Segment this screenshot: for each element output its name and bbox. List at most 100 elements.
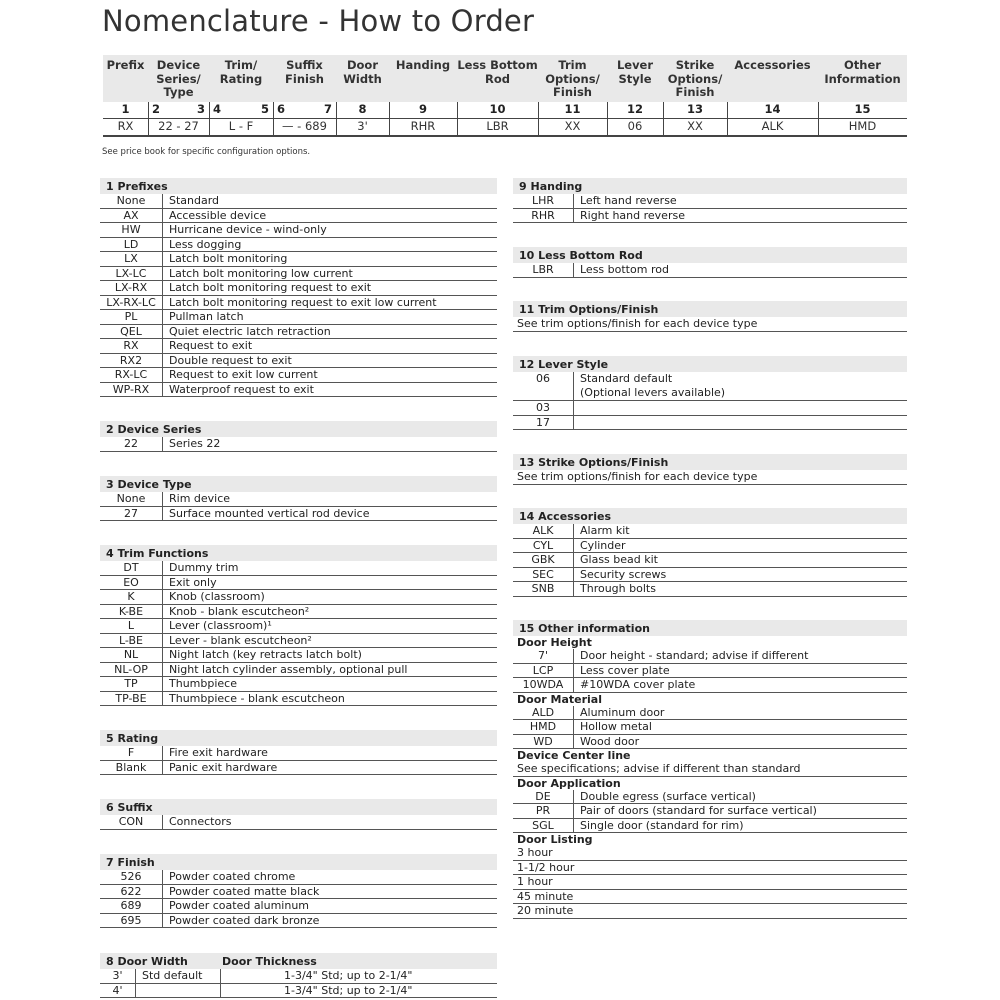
subheading: Door Height <box>517 636 592 649</box>
order-number-8: 8 <box>358 102 367 116</box>
row-code: 03 <box>513 401 574 415</box>
table-row: K-BE Knob - blank escutcheon² <box>100 604 497 619</box>
table-row: 695 Powder coated dark bronze <box>100 913 497 928</box>
order-number-5: 5 <box>260 102 269 116</box>
section-10-less-bottom-rod: 10 Less Bottom Rod LBR Less bottom rod <box>513 247 907 278</box>
row-description: Thumbpiece - blank escutcheon <box>169 691 345 705</box>
row-description <box>142 983 221 997</box>
section-title: 6 Suffix <box>100 799 497 815</box>
row-code: K-BE <box>100 604 163 618</box>
row-code: SEC <box>513 567 574 581</box>
row-description: Thumbpiece <box>169 677 237 690</box>
table-row: RX-LC Request to exit low current <box>100 368 497 383</box>
table-row: LX-RX-LC Latch bolt monitoring request to… <box>100 295 497 310</box>
section-title: 5 Rating <box>100 730 497 746</box>
order-number-7: 7 <box>323 102 332 116</box>
table-row: SGL Single door (standard for rim) <box>513 818 907 833</box>
row-description: Double request to exit <box>169 353 292 367</box>
row-code: RX <box>100 339 163 353</box>
row-description: Through bolts <box>580 582 656 595</box>
table-row: SNB Through bolts <box>513 582 907 597</box>
order-header-7: Trim Options/ Finish <box>545 58 600 99</box>
row-description: Powder coated aluminum <box>169 899 310 912</box>
section-title-text: 2 Device Series <box>106 423 202 436</box>
table-row: 4' 1-3/4" Std; up to 2-1/4" <box>100 983 497 998</box>
row-line <box>103 135 907 137</box>
row-code: ALK <box>513 524 574 538</box>
row-description: #10WDA cover plate <box>580 678 696 691</box>
table-row: SEC Security screws <box>513 567 907 582</box>
row-code: QEL <box>100 324 163 338</box>
table-row: 22 Series 22 <box>100 437 497 452</box>
row-code: LX-LC <box>100 266 163 280</box>
table-row: PR Pair of doors (standard for surface ve… <box>513 804 907 819</box>
row-code: L-BE <box>100 633 163 647</box>
row-description: Less cover plate <box>580 663 670 677</box>
order-header-4: Door Width <box>343 58 382 86</box>
section-14-accessories: 14 Accessories ALK Alarm kit CYL Cylinder GBK… <box>513 508 907 597</box>
table-row: LCP Less cover plate <box>513 663 907 678</box>
row-description: Connectors <box>169 815 232 828</box>
row-description: Latch bolt monitoring request to exit <box>169 281 372 294</box>
order-value-9: XX <box>687 119 703 133</box>
row-code: RX-LC <box>100 368 163 382</box>
row-description: Lever (classroom)¹ <box>169 619 272 632</box>
section-title: 8 Door Width Door Thickness <box>100 953 497 969</box>
row-code: WD <box>513 734 574 748</box>
order-number-15: 15 <box>854 102 871 116</box>
table-row: GBK Glass bead kit <box>513 553 907 568</box>
table-row: LX Latch bolt monitoring <box>100 252 497 267</box>
order-value-1: 22 - 27 <box>158 119 199 133</box>
row-code: None <box>100 194 163 208</box>
section-title: 7 Finish <box>100 854 497 870</box>
section-title-text: 3 Device Type <box>106 478 192 491</box>
section-title-text: 10 Less Bottom Rod <box>519 249 643 262</box>
section-title-text: 5 Rating <box>106 732 159 745</box>
table-row: None Rim device <box>100 492 497 507</box>
row-code: 3' <box>100 969 136 983</box>
table-row: None Standard <box>100 194 497 209</box>
table-row: CYL Cylinder <box>513 538 907 553</box>
table-row: 03 <box>513 401 907 416</box>
row-description: Less bottom rod <box>580 263 669 276</box>
row-code: WP-RX <box>100 382 163 396</box>
row-description: Wood door <box>580 734 640 748</box>
list-item: 20 minute <box>513 904 907 919</box>
row-code: HMD <box>513 720 574 734</box>
section-12-lever-style: 12 Lever Style 06 Standard default (Option… <box>513 356 907 430</box>
subheading: Device Center line <box>517 749 631 762</box>
row-line <box>103 118 907 119</box>
table-row: HW Hurricane device - wind-only <box>100 223 497 238</box>
row-code: TP <box>100 677 163 691</box>
row-code: DT <box>100 561 163 575</box>
section-2-device-series: 2 Device Series 22 Series 22 <box>100 421 497 452</box>
row-description: Fire exit hardware <box>169 746 268 759</box>
row-code: L <box>100 619 163 633</box>
section-title: 14 Accessories <box>513 508 907 524</box>
table-row: 10WDA #10WDA cover plate <box>513 678 907 693</box>
row-code: LCP <box>513 663 574 677</box>
row-code: 06 <box>513 372 574 400</box>
row-code: TP-BE <box>100 691 163 705</box>
row-code: ALD <box>513 705 574 719</box>
table-row: AX Accessible device <box>100 208 497 223</box>
section-title: 10 Less Bottom Rod <box>513 247 907 263</box>
subheading: Door Application <box>517 776 621 790</box>
row-description: Dummy trim <box>169 561 239 574</box>
row-description: Rim device <box>169 492 231 505</box>
section-6-suffix: 6 Suffix CON Connectors <box>100 799 497 830</box>
row-code: 17 <box>513 415 574 429</box>
page-title: Nomenclature - How to Order <box>102 4 535 38</box>
row-description: Series 22 <box>169 437 221 450</box>
section-title: 11 Trim Options/Finish <box>513 301 907 317</box>
section-title-text: 7 Finish <box>106 856 155 869</box>
order-table-header-band <box>103 55 907 102</box>
row-code: RX2 <box>100 353 163 367</box>
row-description: Pair of doors (standard for surface vert… <box>580 804 817 817</box>
row-code: 7' <box>513 649 574 663</box>
row-code: 689 <box>100 899 163 913</box>
row-code: AX <box>100 208 163 222</box>
row-description: Powder coated dark bronze <box>169 913 320 927</box>
row-description: Standard <box>169 194 220 207</box>
section-1-prefixes: 1 Prefixes None Standard AX Accessible devic… <box>100 178 497 397</box>
